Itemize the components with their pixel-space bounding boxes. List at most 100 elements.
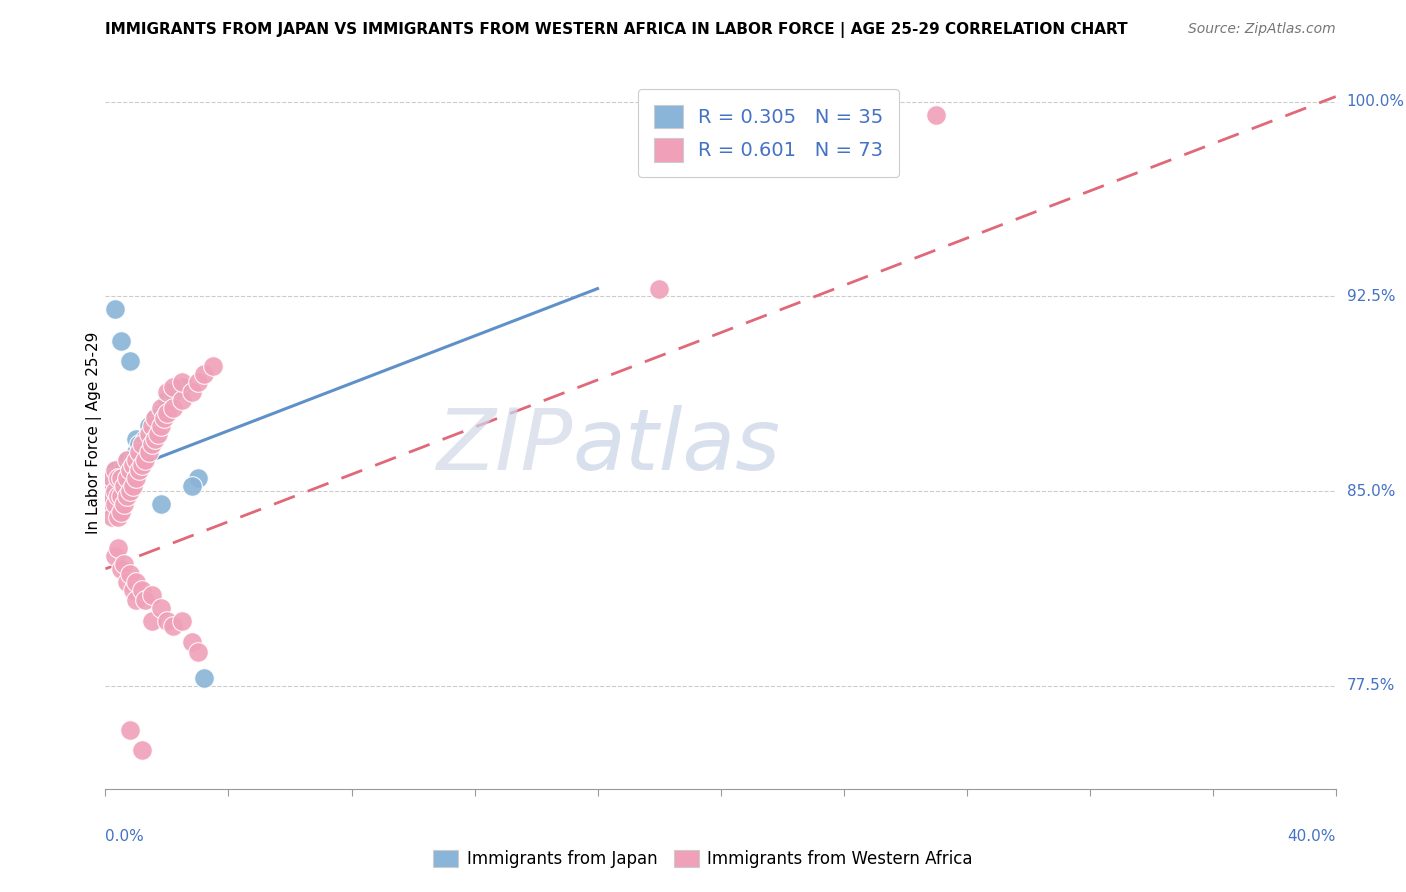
Point <box>115 574 138 589</box>
Point <box>100 510 122 524</box>
Point <box>162 385 184 400</box>
Point <box>110 562 132 576</box>
Point <box>193 368 215 382</box>
Point <box>149 600 172 615</box>
Point <box>104 463 127 477</box>
Point <box>110 334 132 348</box>
Point <box>156 614 179 628</box>
Point <box>120 463 141 477</box>
Point <box>141 426 163 441</box>
Point <box>125 453 148 467</box>
Point <box>187 471 209 485</box>
Point <box>648 282 671 296</box>
Point <box>187 375 209 389</box>
Point <box>141 588 163 602</box>
Point <box>141 437 163 451</box>
Legend: R = 0.305   N = 35, R = 0.601   N = 73: R = 0.305 N = 35, R = 0.601 N = 73 <box>638 89 898 178</box>
Point <box>122 479 145 493</box>
Point <box>104 549 127 563</box>
Text: atlas: atlas <box>574 405 780 489</box>
Point <box>107 510 129 524</box>
Point <box>107 479 129 493</box>
Point <box>100 489 122 503</box>
Point <box>134 453 156 467</box>
Point <box>97 479 120 493</box>
Text: Source: ZipAtlas.com: Source: ZipAtlas.com <box>1188 22 1336 37</box>
Point <box>97 479 120 493</box>
Point <box>115 453 138 467</box>
Point <box>153 411 176 425</box>
Point <box>156 406 179 420</box>
Point <box>100 471 122 485</box>
Point <box>120 354 141 368</box>
Point <box>172 375 194 389</box>
Point <box>110 489 132 503</box>
Point <box>172 393 194 408</box>
Point <box>134 593 156 607</box>
Point <box>104 483 127 498</box>
Point <box>180 479 202 493</box>
Point <box>115 471 138 485</box>
Point <box>104 483 127 498</box>
Point <box>125 471 148 485</box>
Point <box>122 453 145 467</box>
Point <box>120 483 141 498</box>
Point <box>97 497 120 511</box>
Point <box>112 497 135 511</box>
Point <box>925 108 948 122</box>
Point <box>138 426 160 441</box>
Point <box>162 380 184 394</box>
Point <box>187 645 209 659</box>
Point <box>120 723 141 737</box>
Point <box>131 458 153 472</box>
Text: IMMIGRANTS FROM JAPAN VS IMMIGRANTS FROM WESTERN AFRICA IN LABOR FORCE | AGE 25-: IMMIGRANTS FROM JAPAN VS IMMIGRANTS FROM… <box>105 22 1128 38</box>
Point <box>143 411 166 425</box>
Point <box>141 419 163 434</box>
Point <box>125 432 148 446</box>
Point <box>180 385 202 400</box>
Point <box>156 385 179 400</box>
Point <box>146 426 169 441</box>
Point <box>172 614 194 628</box>
Point <box>125 445 148 459</box>
Point <box>104 302 127 317</box>
Point <box>110 471 132 485</box>
Point <box>193 671 215 685</box>
Point <box>143 432 166 446</box>
Point <box>156 393 179 408</box>
Point <box>107 471 129 485</box>
Point <box>110 471 132 485</box>
Legend: Immigrants from Japan, Immigrants from Western Africa: Immigrants from Japan, Immigrants from W… <box>426 843 980 875</box>
Point <box>104 463 127 477</box>
Point <box>149 419 172 434</box>
Text: 85.0%: 85.0% <box>1347 483 1395 499</box>
Point <box>202 359 225 374</box>
Point <box>115 471 138 485</box>
Point <box>134 432 156 446</box>
Point <box>131 445 153 459</box>
Point <box>104 497 127 511</box>
Text: 92.5%: 92.5% <box>1347 289 1395 304</box>
Point <box>128 445 150 459</box>
Point <box>172 380 194 394</box>
Point <box>162 401 184 415</box>
Point <box>122 458 145 472</box>
Point <box>149 401 172 415</box>
Point <box>107 489 129 503</box>
Point <box>149 406 172 420</box>
Point <box>112 483 135 498</box>
Text: 77.5%: 77.5% <box>1347 678 1395 693</box>
Point <box>112 458 135 472</box>
Point <box>110 505 132 519</box>
Point <box>131 743 153 757</box>
Point <box>120 567 141 582</box>
Text: 100.0%: 100.0% <box>1347 95 1405 109</box>
Point <box>110 489 132 503</box>
Point <box>107 541 129 555</box>
Point <box>128 437 150 451</box>
Point <box>131 437 153 451</box>
Point <box>107 505 129 519</box>
Point <box>131 582 153 597</box>
Point <box>112 557 135 571</box>
Point <box>100 489 122 503</box>
